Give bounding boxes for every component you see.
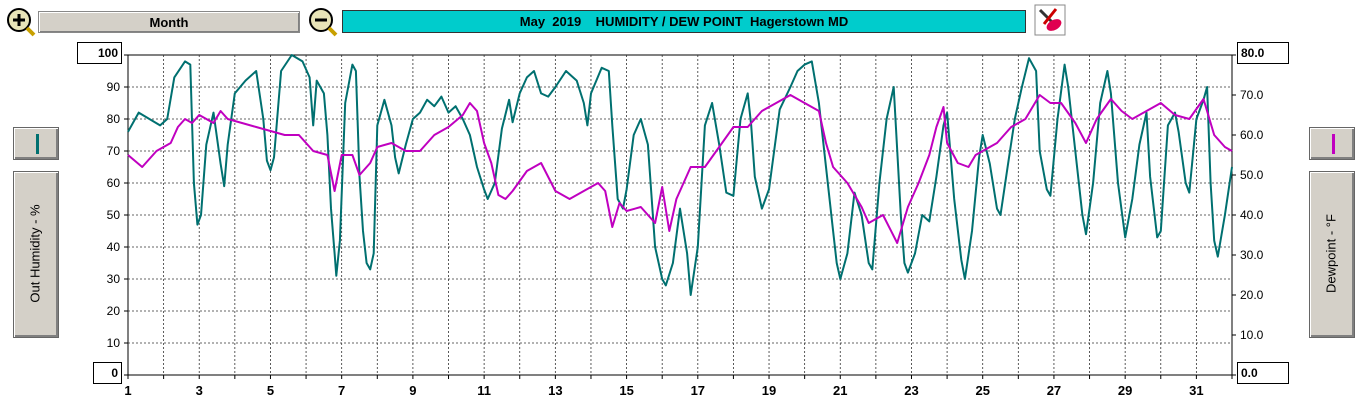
dewpoint-series-line [127, 94, 1233, 244]
x-tick-label: 3 [196, 383, 203, 398]
x-tick-label: 21 [833, 383, 847, 398]
humidity-max-box[interactable]: 100 [77, 42, 122, 64]
dewpoint-tick-labels: 70.0 60.0 50.0 40.0 30.0 20.0 10.0 [1240, 88, 1264, 342]
dewpoint-axis-label: Dewpoint - °F [1323, 214, 1339, 293]
x-tick-label: 5 [267, 383, 274, 398]
humidity-tick-labels: 90 80 70 60 50 40 30 20 10 [107, 80, 121, 350]
dewpoint-max-value: 80.0 [1241, 46, 1265, 60]
period-selector[interactable]: Month [38, 11, 300, 33]
x-tick-label: 9 [409, 383, 416, 398]
eraser-pencil-icon [1034, 4, 1066, 36]
dewpoint-axis-button[interactable]: Dewpoint - °F [1309, 171, 1355, 338]
y-left-tick-label: 60 [107, 176, 121, 190]
x-tick-label: 27 [1047, 383, 1061, 398]
period-label: Month [149, 14, 189, 30]
zoom-out-magnifier-icon [309, 8, 338, 37]
x-tick-label: 31 [1189, 383, 1203, 398]
x-tick-label: 7 [338, 383, 345, 398]
y-right-tick-label: 50.0 [1240, 168, 1264, 182]
y-right-tick-label: 10.0 [1240, 328, 1264, 342]
y-left-tick-label: 50 [107, 208, 121, 222]
y-left-tick-label: 30 [107, 272, 121, 286]
dewpoint-series-toggle[interactable] [1309, 127, 1355, 160]
grid-lines [124, 54, 1236, 379]
x-tick-label: 13 [548, 383, 562, 398]
humidity-series-line [127, 54, 1233, 296]
x-tick-label: 11 [477, 383, 491, 398]
y-right-tick-label: 70.0 [1240, 88, 1264, 102]
y-right-tick-label: 60.0 [1240, 128, 1264, 142]
humidity-axis-label: Out Humidity - % [27, 204, 43, 303]
x-tick-label: 15 [619, 383, 633, 398]
chart-title: May 2019 HUMIDITY / DEW POINT Hagerstown… [519, 14, 849, 29]
y-left-tick-label: 20 [107, 304, 121, 318]
humidity-min-value: 0 [111, 366, 118, 380]
chart-title-bar: May 2019 HUMIDITY / DEW POINT Hagerstown… [342, 10, 1026, 33]
x-tick-label: 19 [762, 383, 776, 398]
x-tick-label: 1 [124, 383, 131, 398]
humidity-max-value: 100 [97, 46, 118, 60]
x-tick-label: 25 [975, 383, 989, 398]
zoom-in-magnifier-icon [7, 8, 36, 37]
humidity-series-toggle[interactable] [13, 127, 59, 160]
y-right-tick-label: 30.0 [1240, 248, 1264, 262]
y-left-tick-label: 80 [107, 112, 121, 126]
humidity-series-swatch [36, 134, 39, 154]
x-tick-label: 23 [904, 383, 918, 398]
humidity-min-box[interactable]: 0 [93, 362, 122, 384]
dewpoint-min-value: 0.0 [1241, 366, 1258, 380]
zoom-out-button[interactable] [308, 7, 338, 37]
y-left-tick-label: 70 [107, 144, 121, 158]
y-left-tick-label: 40 [107, 240, 121, 254]
dewpoint-min-box[interactable]: 0.0 [1237, 362, 1289, 384]
zoom-in-button[interactable] [6, 7, 36, 37]
y-left-tick-label: 90 [107, 80, 121, 94]
plot-area [127, 54, 1233, 296]
y-right-tick-label: 20.0 [1240, 288, 1264, 302]
x-tick-label: 17 [691, 383, 705, 398]
settings-button[interactable] [1034, 4, 1066, 36]
y-left-tick-label: 10 [107, 336, 121, 350]
x-tick-labels: 1 3 5 7 9 11 13 15 17 19 21 23 25 27 29 31 [124, 383, 1203, 398]
dewpoint-max-box[interactable]: 80.0 [1237, 42, 1289, 64]
y-right-tick-label: 40.0 [1240, 208, 1264, 222]
x-tick-label: 29 [1118, 383, 1132, 398]
plot-frame [127, 54, 1233, 376]
humidity-axis-button[interactable]: Out Humidity - % [13, 171, 59, 338]
dewpoint-series-swatch [1332, 134, 1335, 154]
